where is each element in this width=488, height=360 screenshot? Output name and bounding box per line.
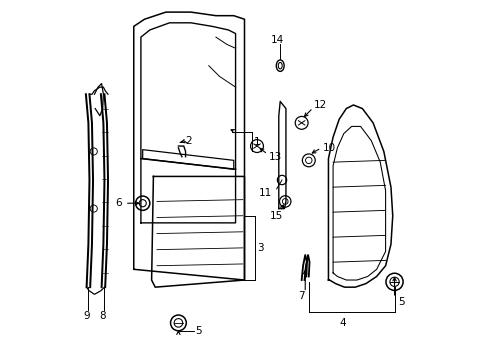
Text: 7: 7 xyxy=(297,291,304,301)
Text: 8: 8 xyxy=(99,311,106,321)
Text: 1: 1 xyxy=(253,138,260,148)
Text: 5: 5 xyxy=(397,297,404,307)
Text: 14: 14 xyxy=(270,35,284,45)
Text: 3: 3 xyxy=(257,243,263,253)
Text: 15: 15 xyxy=(269,211,283,221)
Text: 6: 6 xyxy=(116,198,122,208)
Text: 12: 12 xyxy=(313,100,327,110)
Text: 13: 13 xyxy=(268,152,282,162)
Text: 9: 9 xyxy=(83,311,89,321)
Text: 4: 4 xyxy=(339,318,346,328)
Text: 2: 2 xyxy=(185,136,192,147)
Text: 5: 5 xyxy=(195,326,202,336)
Text: 11: 11 xyxy=(259,188,272,198)
Text: 10: 10 xyxy=(322,143,335,153)
